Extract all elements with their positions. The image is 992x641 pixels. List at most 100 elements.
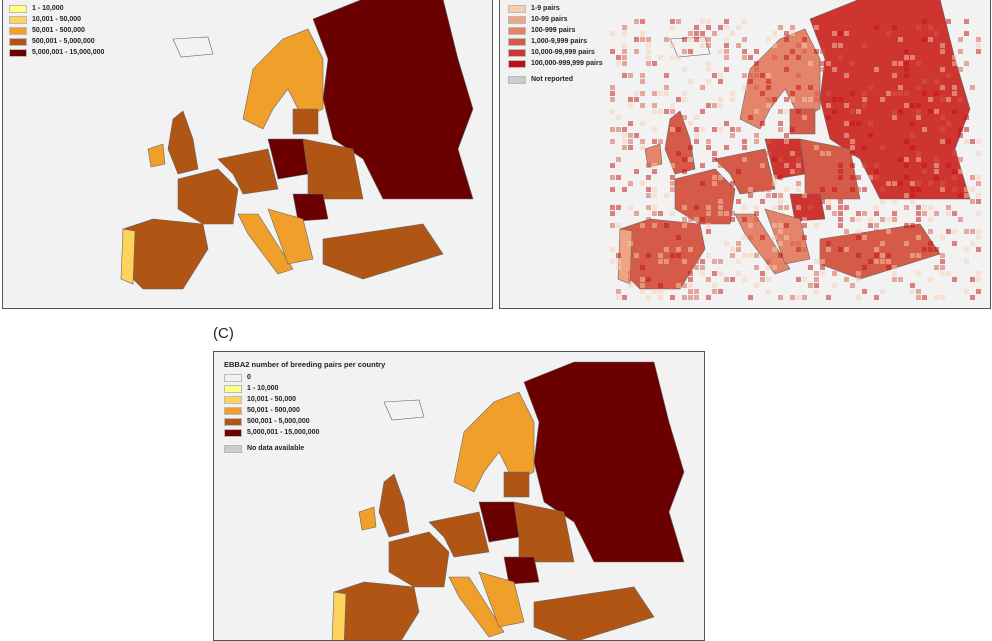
grid-cell [700,43,705,48]
grid-cell [868,217,873,222]
grid-cell [748,187,753,192]
grid-cell [940,127,945,132]
grid-cell [790,295,795,300]
region-france [388,531,450,588]
grid-cell [766,139,771,144]
grid-cell [892,91,897,96]
grid-cell [646,193,651,198]
grid-cell [850,187,855,192]
grid-cell [766,259,771,264]
grid-cell [922,163,927,168]
grid-cell [808,61,813,66]
grid-cell [724,19,729,24]
grid-cell [658,295,663,300]
grid-cell [652,109,657,114]
grid-cell [838,43,843,48]
grid-cell [670,181,675,186]
grid-cell [946,19,951,24]
grid-cell [622,43,627,48]
grid-cell [928,97,933,102]
grid-cell [634,133,639,138]
grid-cell [880,145,885,150]
grid-cell [706,67,711,72]
grid-cell [832,67,837,72]
grid-cell [934,91,939,96]
legend-swatch [508,26,526,35]
grid-cell [802,49,807,54]
grid-cell [808,205,813,210]
grid-cell [676,235,681,240]
grid-cell [964,259,969,264]
grid-cell [772,55,777,60]
legend-swatch [508,4,526,13]
grid-cell [838,211,843,216]
grid-cell [844,253,849,258]
grid-cell [862,211,867,216]
grid-cell [718,49,723,54]
grid-cell [610,205,615,210]
grid-cell [730,181,735,186]
legend-label: 5,000,001 - 15,000,000 [32,49,105,56]
grid-cell [664,37,669,42]
grid-cell [844,229,849,234]
grid-cell [844,121,849,126]
grid-cell [952,55,957,60]
region-ukraine [513,501,575,563]
legend-item: 10-99 pairs [508,14,603,25]
grid-cell [652,169,657,174]
grid-cell [706,61,711,66]
legend-swatch [9,4,27,13]
grid-cell [796,85,801,90]
grid-cell [622,139,627,144]
grid-cell [820,247,825,252]
grid-cell [856,271,861,276]
grid-cell [706,139,711,144]
grid-cell [946,73,951,78]
grid-cell [712,151,717,156]
grid-cell [850,163,855,168]
grid-cell [820,49,825,54]
grid-cell [694,25,699,30]
grid-cell [928,25,933,30]
grid-cell [676,97,681,102]
grid-cell [682,169,687,174]
grid-cell [868,247,873,252]
grid-cell [676,19,681,24]
grid-cell [622,145,627,150]
grid-cell [682,91,687,96]
grid-cell [754,265,759,270]
grid-cell [706,253,711,258]
grid-cell [856,277,861,282]
grid-cell [892,115,897,120]
grid-cell [862,265,867,270]
grid-cell [610,211,615,216]
grid-cell [700,37,705,42]
grid-cell [922,247,927,252]
grid-cell [748,79,753,84]
grid-cell [652,241,657,246]
map-c [331,361,685,640]
grid-cell [784,223,789,228]
grid-cell [658,259,663,264]
grid-cell [904,103,909,108]
grid-cell [844,169,849,174]
grid-cell [634,91,639,96]
grid-cell [718,205,723,210]
grid-cell [754,49,759,54]
grid-cell [850,217,855,222]
grid-cell [796,241,801,246]
grid-cell [610,139,615,144]
grid-cell [778,253,783,258]
grid-cell [748,253,753,258]
grid-cell [658,283,663,288]
grid-cell [874,169,879,174]
grid-cell [628,283,633,288]
grid-cell [712,259,717,264]
grid-cell [652,91,657,96]
grid-cell [742,19,747,24]
grid-cell [880,217,885,222]
grid-cell [880,199,885,204]
grid-cell [760,91,765,96]
grid-cell [742,49,747,54]
grid-cell [652,127,657,132]
